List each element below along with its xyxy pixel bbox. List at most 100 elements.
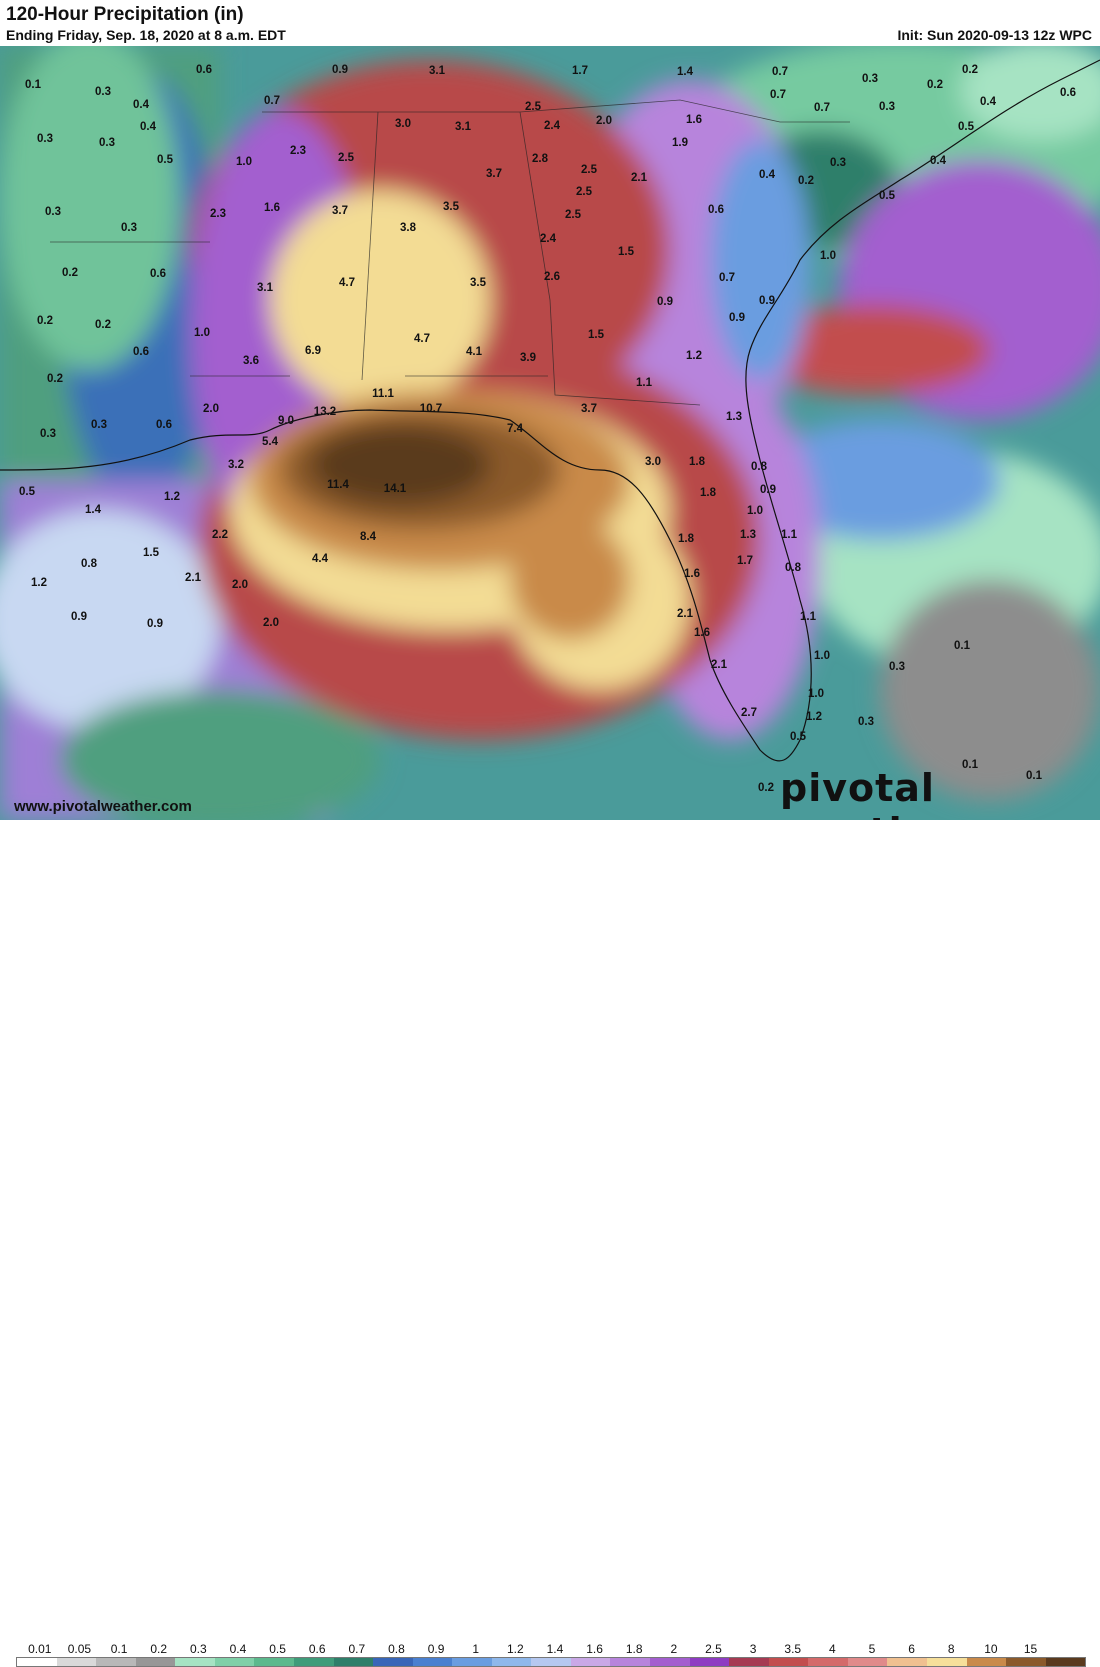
scale-tick-label: 0.9 bbox=[427, 1642, 445, 1656]
scale-swatch bbox=[808, 1658, 848, 1666]
precip-label: 11.4 bbox=[327, 479, 349, 491]
scale-tick-label: 1.4 bbox=[546, 1642, 564, 1656]
precip-value-labels: 0.1 0.3 0.6 0.9 3.1 1.7 1.4 0.7 0.3 0.2 0.6 0.4 0.7 2… bbox=[19, 64, 1076, 794]
precip-label: 0.3 bbox=[830, 157, 846, 169]
precip-label: 3.1 bbox=[257, 282, 274, 294]
precip-label: 0.4 bbox=[133, 99, 150, 111]
precip-label: 3.2 bbox=[228, 459, 244, 471]
precip-label: 0.9 bbox=[332, 64, 348, 76]
precip-label: 1.5 bbox=[618, 246, 635, 258]
precip-label: 0.6 bbox=[1060, 87, 1076, 99]
precip-label: 0.2 bbox=[962, 64, 978, 76]
precip-label: 3.5 bbox=[443, 201, 460, 213]
website-url[interactable]: www.pivotalweather.com bbox=[14, 798, 192, 815]
precip-label: 3.9 bbox=[520, 352, 536, 364]
color-scale: 0.01 0.05 0.1 0.2 0.3 0.4 0.5 0.6 0.7 0.8 0.9 1 1.2 1… bbox=[0, 820, 1100, 1667]
scale-ticks: 0.01 0.05 0.1 0.2 0.3 0.4 0.5 0.6 0.7 0.8 0.9 1 1.2 1… bbox=[0, 1642, 1100, 1656]
precip-label: 3.1 bbox=[429, 65, 446, 77]
scale-swatch bbox=[926, 1658, 967, 1666]
scale-swatch bbox=[570, 1658, 611, 1666]
scale-swatch bbox=[254, 1658, 294, 1666]
state-borders bbox=[50, 99, 850, 406]
precip-label: 2.2 bbox=[212, 529, 228, 541]
scale-swatch bbox=[214, 1658, 255, 1666]
precip-label: 0.2 bbox=[758, 782, 774, 794]
precip-label: 1.4 bbox=[85, 504, 102, 516]
precip-label: 0.1 bbox=[962, 759, 979, 771]
precip-label: 0.2 bbox=[37, 315, 53, 327]
precip-label: 3.1 bbox=[455, 121, 472, 133]
scale-tick-label: 0.8 bbox=[388, 1642, 405, 1656]
precip-label: 0.9 bbox=[759, 295, 775, 307]
scale-swatch bbox=[175, 1658, 215, 1666]
scale-tick-label: 2.5 bbox=[705, 1642, 722, 1656]
scale-tick-label: 1.2 bbox=[506, 1642, 524, 1656]
precip-label: 1.0 bbox=[194, 327, 210, 339]
precip-label: 4.7 bbox=[414, 333, 430, 345]
scale-swatch bbox=[1045, 1658, 1086, 1666]
precip-label: 0.9 bbox=[760, 484, 776, 496]
scale-tick-label: 8 bbox=[947, 1642, 955, 1656]
precip-label: 2.0 bbox=[232, 579, 248, 591]
precip-label: 2.0 bbox=[203, 403, 219, 415]
precip-label: 2.1 bbox=[677, 608, 694, 620]
precip-label: 0.6 bbox=[156, 419, 172, 431]
precip-label: 0.1 bbox=[954, 640, 971, 652]
precip-label: 1.2 bbox=[686, 350, 702, 362]
precip-label: 0.3 bbox=[858, 716, 874, 728]
map-title: 120-Hour Precipitation (in) bbox=[6, 4, 244, 25]
precip-label: 0.7 bbox=[814, 102, 830, 114]
scale-tick-label: 3 bbox=[749, 1642, 757, 1656]
precip-label: 0.9 bbox=[71, 611, 87, 623]
precip-label: 2.0 bbox=[263, 617, 279, 629]
precip-label: 1.2 bbox=[164, 491, 180, 503]
precip-label: 1.5 bbox=[143, 547, 160, 559]
precip-label: 0.2 bbox=[927, 79, 943, 91]
precip-label: 1.7 bbox=[572, 65, 588, 77]
precip-label: 0.6 bbox=[708, 204, 724, 216]
precip-label: 0.7 bbox=[770, 89, 786, 101]
precip-label: 0.6 bbox=[133, 346, 149, 358]
precip-label: 4.4 bbox=[312, 553, 329, 565]
precip-label: 1.2 bbox=[806, 711, 822, 723]
precip-label: 11.1 bbox=[372, 388, 394, 400]
precip-label: 3.7 bbox=[332, 205, 348, 217]
scale-tick-label: 5 bbox=[868, 1642, 876, 1656]
scale-swatch bbox=[887, 1658, 927, 1666]
scale-swatch bbox=[689, 1658, 730, 1666]
scale-swatch bbox=[1006, 1658, 1046, 1666]
precip-label: 3.0 bbox=[395, 118, 411, 130]
precip-label: 1.1 bbox=[781, 529, 798, 541]
precip-label: 0.5 bbox=[19, 486, 36, 498]
precip-label: 1.0 bbox=[820, 250, 836, 262]
precip-label: 1.8 bbox=[678, 533, 695, 545]
map-header: 120-Hour Precipitation (in) Ending Frida… bbox=[0, 0, 1100, 46]
precip-label: 1.0 bbox=[747, 505, 763, 517]
precip-label: 0.3 bbox=[45, 206, 61, 218]
scale-tick-label: 0.3 bbox=[189, 1642, 207, 1656]
precip-label: 4.1 bbox=[466, 346, 483, 358]
precipitation-map[interactable]: 0.1 0.3 0.6 0.9 3.1 1.7 1.4 0.7 0.3 0.2 0.6 0.4 0.7 2… bbox=[0, 46, 1100, 820]
precip-label: 2.5 bbox=[581, 164, 598, 176]
precip-label: 1.1 bbox=[800, 611, 817, 623]
precip-label: 2.4 bbox=[540, 233, 557, 245]
precip-label: 2.1 bbox=[711, 659, 728, 671]
precip-label: 0.7 bbox=[772, 66, 788, 78]
scale-swatch bbox=[135, 1658, 176, 1666]
scale-tick-label: 6 bbox=[908, 1642, 915, 1656]
scale-swatch bbox=[847, 1658, 888, 1666]
precip-label: 0.3 bbox=[862, 73, 878, 85]
precip-label: 2.3 bbox=[290, 145, 306, 157]
scale-tick-label: 1 bbox=[472, 1642, 480, 1656]
precip-label: 0.3 bbox=[121, 222, 137, 234]
scale-tick-label: 0.01 bbox=[28, 1642, 52, 1656]
scale-swatch bbox=[56, 1658, 97, 1666]
precip-label: 0.6 bbox=[196, 64, 212, 76]
scale-swatch bbox=[373, 1658, 413, 1666]
scale-tick-label: 15 bbox=[1023, 1642, 1038, 1656]
precip-label: 0.5 bbox=[879, 190, 896, 202]
scale-swatch bbox=[531, 1658, 571, 1666]
scale-tick-label: 0.5 bbox=[269, 1642, 286, 1656]
scale-swatch bbox=[729, 1658, 769, 1666]
precip-label: 0.3 bbox=[95, 86, 111, 98]
